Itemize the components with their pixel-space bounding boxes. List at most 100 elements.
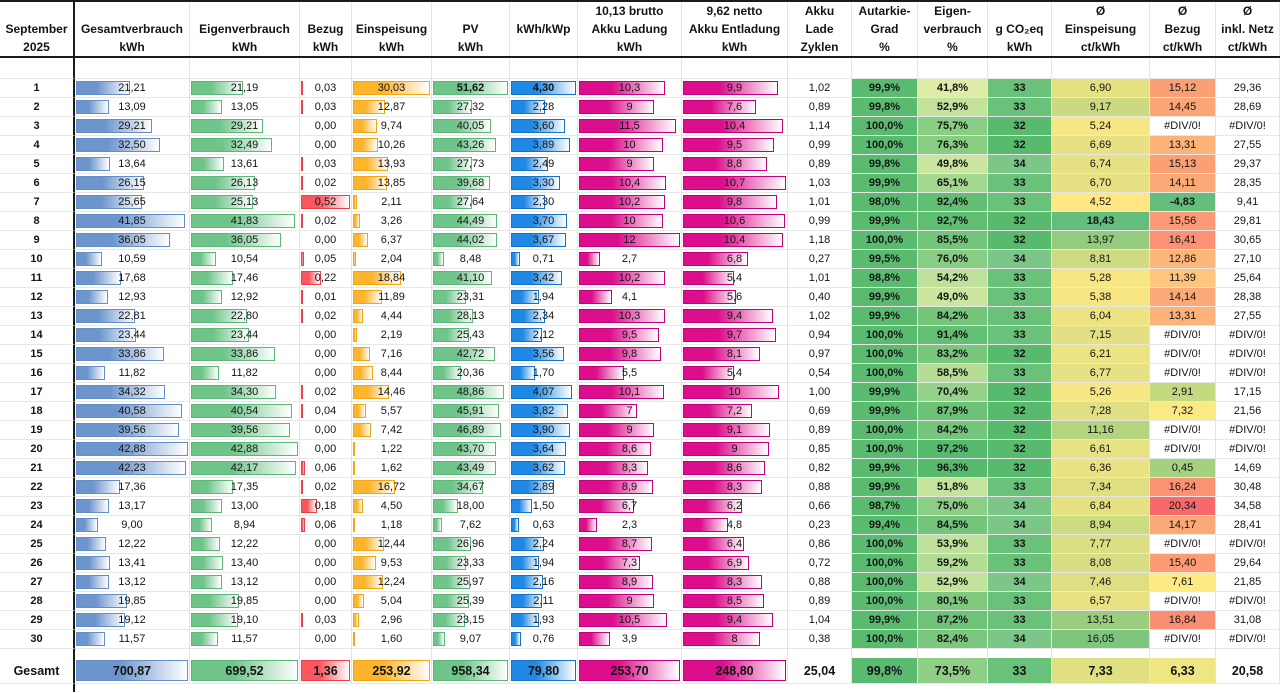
cell-pv: 23,15 [432, 611, 510, 630]
cell-value: 0,03 [314, 82, 337, 94]
spacer-cell [988, 58, 1052, 79]
cell-avg_netz: 28,35 [1216, 174, 1280, 193]
cell-value: 14,17 [1168, 519, 1197, 531]
cell-value: 17,15 [1233, 386, 1262, 398]
cell-value: 4,44 [380, 310, 403, 322]
gesamtverbrauch-databar [76, 328, 137, 342]
spacer-cell [510, 649, 578, 658]
cell-value: 32 [1013, 139, 1026, 151]
cell-kwhkwp: 2,28 [510, 98, 578, 117]
total-cell-bezug: 1,36 [300, 658, 352, 684]
akku_entladung-databar [683, 138, 775, 152]
cell-value: 3,26 [380, 215, 403, 227]
cell-value: 100,0% [865, 443, 904, 455]
eigenverbrauch-databar [191, 138, 272, 152]
cell-co2: 33 [988, 79, 1052, 98]
cell-akku_ladung: 7 [578, 402, 682, 421]
gesamtverbrauch-databar [76, 404, 182, 418]
cell-day: 16 [0, 364, 75, 383]
cell-co2: 32 [988, 136, 1052, 155]
cell-autarkie: 99,9% [852, 459, 918, 478]
cell-value: 0,71 [532, 253, 555, 265]
cell-eigenquote: 87,2% [918, 611, 988, 630]
cell-value: 12,87 [377, 101, 406, 113]
akku_entladung-databar [683, 660, 786, 681]
cell-pv: 23,31 [432, 288, 510, 307]
bezug-databar [301, 660, 350, 681]
pv-databar [433, 660, 508, 681]
cell-value: 18,00 [456, 500, 485, 512]
cell-value: 29,21 [118, 120, 146, 132]
pv-databar [433, 157, 473, 171]
cell-value: 12 [623, 234, 636, 246]
cell-co2: 33 [988, 326, 1052, 345]
cell-value: 7 [626, 405, 633, 417]
cell-value: 1,62 [380, 462, 403, 474]
spacer-row [0, 58, 1280, 79]
akku_ladung-databar [579, 271, 665, 285]
cell-avg_netz: #DIV/0! [1216, 345, 1280, 364]
cell-co2: 34 [988, 630, 1052, 649]
cell-zyklen: 1,04 [788, 611, 852, 630]
cell-gesamtverbrauch: 39,56 [75, 421, 190, 440]
cell-co2: 33 [988, 364, 1052, 383]
cell-value: 13,64 [118, 158, 146, 170]
cell-value: 1 [33, 82, 40, 94]
cell-pv: 44,02 [432, 231, 510, 250]
cell-gesamtverbrauch: 13,41 [75, 554, 190, 573]
cell-autarkie: 100,0% [852, 535, 918, 554]
cell-value: 42,72 [456, 348, 485, 360]
cell-avg_bezug: #DIV/0! [1150, 440, 1216, 459]
cell-co2: 34 [988, 250, 1052, 269]
pv-databar [433, 556, 466, 570]
cell-value: 253,92 [372, 663, 411, 678]
cell-value: 85,5% [936, 234, 969, 246]
akku_ladung-databar [579, 157, 655, 171]
cell-eigenverbrauch: 26,13 [190, 174, 300, 193]
spacer-cell [1216, 649, 1280, 658]
akku_ladung-databar [579, 556, 640, 570]
cell-value: 100,0% [865, 424, 904, 436]
spacer-cell [852, 58, 918, 79]
cell-value: 30,03 [377, 82, 406, 94]
cell-value: 12,86 [1168, 253, 1197, 265]
cell-kwhkwp: 0,71 [510, 250, 578, 269]
cell-value: 6,37 [380, 234, 403, 246]
cell-value: 27,55 [1233, 139, 1262, 151]
cell-value: 99,9% [868, 177, 901, 189]
akku_ladung-databar [579, 328, 659, 342]
gesamtverbrauch-databar [76, 499, 109, 513]
total-cell-pv: 958,34 [432, 658, 510, 684]
cell-value: 41,83 [230, 215, 259, 227]
cell-value: 27 [30, 576, 43, 588]
table-row: 6 26,15 26,13 0,02 13,85 39,68 3,30 10,4 10,7 1,0… [0, 174, 1280, 193]
cell-value: 17,35 [230, 481, 259, 493]
cell-akku_ladung: 10,4 [578, 174, 682, 193]
cell-value: 33 [1013, 177, 1026, 189]
cell-value: 13,40 [230, 557, 259, 569]
cell-eigenverbrauch: 11,57 [190, 630, 300, 649]
bezug-databar [301, 214, 303, 228]
cell-einspeisung: 16,72 [352, 478, 432, 497]
cell-co2: 33 [988, 535, 1052, 554]
cell-eigenquote: 58,5% [918, 364, 988, 383]
header-line: Ø [1095, 4, 1106, 18]
cell-akku_ladung: 10,2 [578, 193, 682, 212]
cell-avg_einspeisung: 4,52 [1052, 193, 1150, 212]
cell-zyklen: 0,54 [788, 364, 852, 383]
eigenverbrauch-databar [191, 461, 297, 475]
cell-value: 8,9 [621, 481, 638, 493]
cell-value: 14,69 [1233, 462, 1262, 474]
eigenverbrauch-databar [191, 632, 219, 646]
cell-akku_ladung: 10,3 [578, 307, 682, 326]
cell-gesamtverbrauch: 36,05 [75, 231, 190, 250]
cell-value: 33,86 [118, 348, 146, 360]
cell-value: 99,8% [868, 158, 901, 170]
cell-akku_ladung: 9 [578, 98, 682, 117]
cell-pv: 43,49 [432, 459, 510, 478]
cell-autarkie: 100,0% [852, 345, 918, 364]
cell-value: 20,34 [1168, 500, 1197, 512]
cell-gesamtverbrauch: 13,09 [75, 98, 190, 117]
cell-einspeisung: 2,04 [352, 250, 432, 269]
gesamtverbrauch-databar [76, 366, 106, 380]
